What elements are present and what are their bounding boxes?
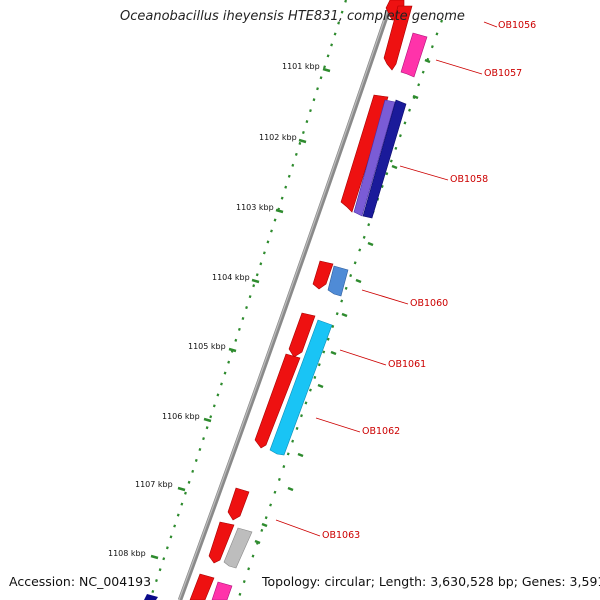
genome-title: Oceanobacillus iheyensis HTE831, complet…: [120, 9, 465, 24]
gene-feature-bottom-red: [189, 573, 215, 600]
gene-feature-ob1061-cyan: [269, 319, 333, 456]
reverse-strand-dotted-line: [236, 19, 444, 600]
tick-1105: [228, 347, 237, 353]
scale-ticks: [150, 67, 331, 560]
scale-label-1104: 1104 kbp: [212, 273, 250, 282]
scale-label-1101: 1101 kbp: [282, 62, 320, 71]
gene-feature-ob1060-a: [312, 260, 334, 290]
scale-dotted-line: [148, 0, 348, 600]
tick-1103: [275, 208, 284, 214]
scale-label-1105: 1105 kbp: [188, 342, 226, 351]
gene-feature-ob1063-b: [208, 521, 235, 564]
gene-label-ob1062: OB1062: [362, 426, 401, 437]
gene-feature-ob1058-violet: [353, 99, 396, 217]
gene-feature-ob1060-blue: [327, 265, 349, 297]
tick-1106: [203, 417, 212, 423]
gene-label-ob1058: OB1058: [450, 174, 489, 185]
gene-feature-ob1062-a: [254, 353, 301, 449]
label-leaders: [275, 21, 498, 537]
gene-label-ob1057: OB1057: [484, 68, 523, 79]
genome-backbone: [177, 0, 395, 600]
gene-label-ob1056: OB1056: [498, 20, 537, 31]
gene-label-ob1061: OB1061: [388, 359, 427, 370]
scale-label-1102: 1102 kbp: [259, 133, 297, 142]
scale-label-1103: 1103 kbp: [236, 203, 274, 212]
scale-label-1108: 1108 kbp: [108, 549, 146, 558]
tick-1101: [322, 67, 331, 73]
gene-feature-ob1063-a: [227, 487, 250, 521]
gene-feature-bottom-navy: [144, 594, 158, 600]
gene-label-ob1063: OB1063: [322, 530, 361, 541]
tick-1108: [150, 554, 159, 560]
tick-1104: [251, 278, 260, 284]
tick-1107: [177, 486, 186, 492]
gene-feature-ob1061-a: [288, 312, 316, 358]
gene-feature-ob1063-gray: [223, 527, 253, 569]
gene-feature-ob1057-pink: [400, 32, 428, 78]
gene-feature-ob1058-navy: [362, 99, 407, 219]
accession-text: Accession: NC_004193: [9, 574, 152, 589]
scale-label-1106: 1106 kbp: [162, 412, 200, 421]
gene-label-ob1060: OB1060: [410, 298, 449, 309]
reverse-genes: [144, 32, 428, 600]
gene-feature-bottom-pink: [211, 581, 233, 600]
gene-feature-ob1057: [383, 5, 413, 71]
scale-label-1107: 1107 kbp: [135, 480, 173, 489]
gene-feature-ob1058: [340, 94, 389, 213]
topology-text: Topology: circular; Length: 3,630,528 bp…: [262, 574, 600, 589]
strand-ticks: [254, 58, 431, 545]
tick-1102: [298, 138, 307, 144]
forward-genes: [189, 0, 413, 600]
